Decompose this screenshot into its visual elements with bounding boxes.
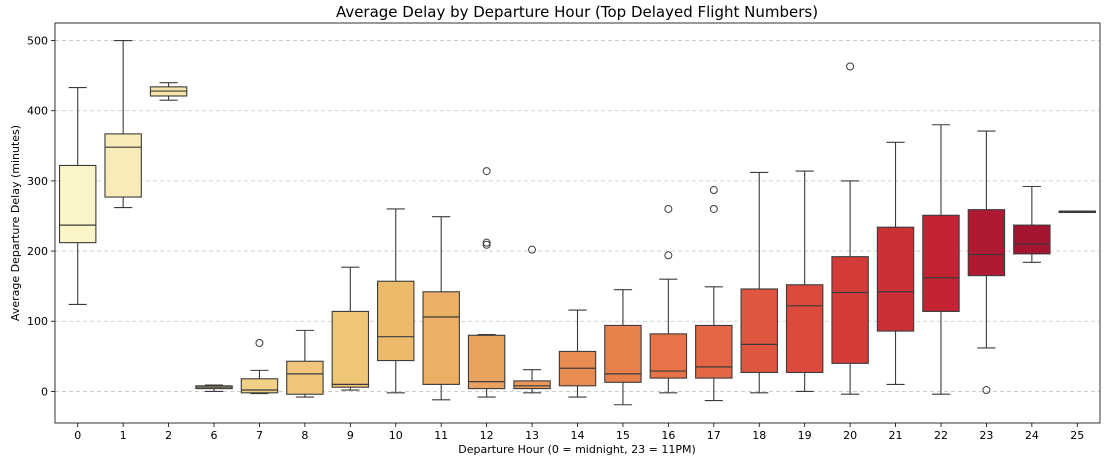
box-hour-13 (513, 245, 551, 394)
outlier-point (846, 62, 855, 71)
box-hour-22 (922, 124, 960, 395)
box-hour-14 (558, 309, 597, 398)
outlier-point (664, 204, 673, 213)
outlier-point (982, 386, 991, 395)
x-tick-label: 17 (707, 429, 721, 442)
y-axis-label: Average Departure Delay (minutes) (9, 125, 22, 321)
chart-title: Average Delay by Departure Hour (Top Del… (336, 3, 818, 21)
x-tick-label: 11 (434, 429, 448, 442)
x-axis-ticks: 0 1 2 6 7 8 9 10 11 12 13 14 15 16 17 18 19 20 21 22 23 24 25 (74, 423, 1084, 442)
outlier-point (709, 186, 718, 195)
outlier-point (482, 238, 491, 247)
box-hour-25 (1058, 210, 1097, 214)
box-hour-10 (377, 208, 415, 394)
y-tick-label: 500 (27, 35, 48, 48)
iqr-box (104, 133, 142, 198)
iqr-box (740, 288, 778, 374)
iqr-box (422, 291, 460, 385)
box-hour-18 (740, 171, 778, 394)
y-tick-label: 300 (27, 175, 48, 188)
iqr-box (240, 378, 279, 394)
x-tick-label: 2 (165, 429, 172, 442)
box-hour-0 (58, 87, 97, 305)
iqr-box (1013, 224, 1051, 255)
y-axis-ticks: 0 100 200 300 400 500 (27, 35, 55, 398)
x-tick-label: 1 (120, 429, 127, 442)
outlier-point (664, 251, 673, 260)
y-tick-label: 200 (27, 245, 48, 258)
x-tick-label: 19 (798, 429, 812, 442)
iqr-box (58, 164, 97, 244)
outlier-point (482, 240, 491, 249)
box-hour-8 (286, 329, 324, 398)
x-tick-label: 13 (525, 429, 539, 442)
box-hour-15 (604, 289, 642, 406)
iqr-box (331, 310, 370, 388)
box-hour-20 (831, 62, 869, 395)
iqr-box (967, 209, 1006, 277)
x-tick-label: 10 (389, 429, 403, 442)
box-hour-1 (104, 39, 142, 209)
box-hour-6 (195, 384, 233, 392)
y-tick-label: 100 (27, 315, 48, 328)
iqr-box (695, 324, 733, 379)
box-hour-16 (649, 204, 688, 394)
x-tick-label: 0 (74, 429, 81, 442)
box-hour-7 (240, 339, 279, 395)
x-axis-label: Departure Hour (0 = midnight, 23 = 11PM) (458, 443, 695, 456)
box-hour-21 (876, 141, 915, 385)
box-hour-2 (149, 82, 188, 101)
box-series (58, 39, 1097, 406)
x-tick-label: 25 (1070, 429, 1084, 442)
box-hour-17 (695, 186, 733, 402)
iqr-box (286, 360, 324, 395)
x-tick-label: 23 (979, 429, 993, 442)
iqr-box (831, 256, 869, 364)
x-tick-label: 7 (256, 429, 263, 442)
box-hour-19 (785, 170, 824, 392)
outlier-point (255, 339, 264, 347)
box-hour-24 (1013, 185, 1051, 263)
box-hour-23 (967, 130, 1006, 395)
box-hour-11 (422, 216, 460, 401)
x-tick-label: 16 (661, 429, 675, 442)
outlier-point (528, 245, 537, 254)
iqr-box (467, 334, 506, 390)
x-tick-label: 8 (301, 429, 308, 442)
iqr-box (922, 214, 960, 312)
x-tick-label: 18 (752, 429, 766, 442)
x-tick-label: 6 (211, 429, 218, 442)
x-tick-label: 9 (347, 429, 354, 442)
iqr-box (785, 284, 824, 374)
y-tick-label: 400 (27, 105, 48, 118)
iqr-box (513, 380, 551, 390)
iqr-box (604, 324, 642, 383)
x-tick-label: 12 (480, 429, 494, 442)
box-hour-9 (331, 266, 370, 391)
x-tick-label: 24 (1025, 429, 1039, 442)
y-tick-label: 0 (41, 385, 48, 398)
x-tick-label: 14 (571, 429, 585, 442)
iqr-box (876, 226, 915, 332)
outlier-point (482, 167, 491, 176)
x-tick-label: 15 (616, 429, 630, 442)
x-tick-label: 22 (934, 429, 948, 442)
x-tick-label: 20 (843, 429, 857, 442)
x-tick-label: 21 (889, 429, 903, 442)
iqr-box (377, 280, 415, 362)
box-hour-12 (467, 167, 506, 398)
outlier-point (709, 204, 718, 213)
